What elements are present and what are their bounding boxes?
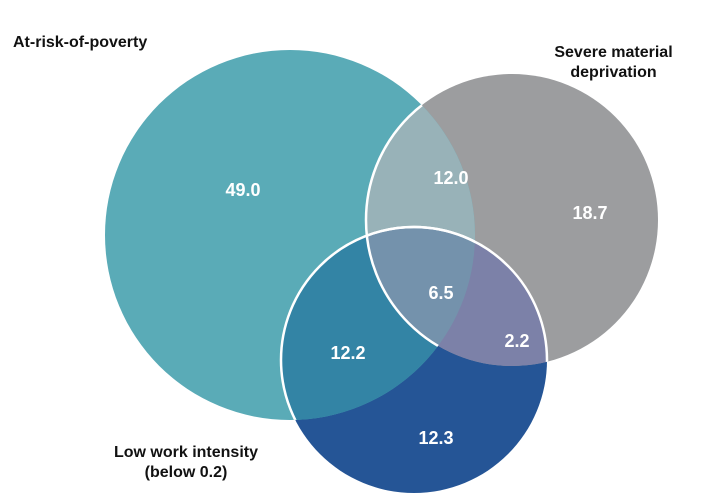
value-all-three: 6.5	[428, 283, 453, 303]
label-severe-line2: deprivation	[570, 64, 657, 81]
label-severe-line1: Severe material	[554, 44, 673, 61]
label-lowwork-line1: Low work intensity	[113, 444, 258, 461]
label-low-work-intensity: Low work intensity (below 0.2)	[86, 443, 286, 483]
value-poverty-lowwork: 12.2	[330, 343, 365, 363]
value-poverty-deprivation: 12.0	[433, 168, 468, 188]
value-deprivation-only: 18.7	[572, 203, 607, 223]
label-at-risk-of-poverty: At-risk-of-poverty	[13, 34, 148, 51]
inner-outlines	[279, 72, 549, 420]
value-low-work-only: 12.3	[418, 428, 453, 448]
value-deprivation-lowwork: 2.2	[504, 331, 529, 351]
overlap-poverty-lowwork	[281, 227, 475, 420]
label-severe-material-deprivation: Severe material deprivation	[520, 43, 707, 83]
label-lowwork-line2: (below 0.2)	[144, 464, 228, 481]
value-poverty-only: 49.0	[225, 180, 260, 200]
